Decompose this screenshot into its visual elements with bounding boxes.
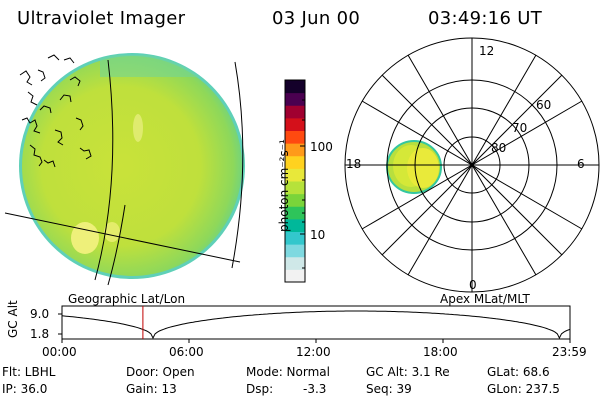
earth-disk-image — [4, 53, 245, 286]
colorbar-cell — [285, 181, 305, 195]
colorbar-cell — [285, 231, 305, 245]
polar-grid — [344, 37, 600, 293]
colorbar-cell — [285, 256, 305, 270]
mlt-label-6: 6 — [577, 157, 585, 171]
geo-map-caption: Geographic Lat/Lon — [68, 292, 186, 306]
info-door: Door: Open — [126, 365, 195, 379]
info-seq: Seq: 39 — [366, 382, 412, 396]
info-glon: GLon: 237.5 — [487, 382, 560, 396]
time-label: 03:49:16 UT — [428, 8, 543, 29]
orbit-xtick-3: 18:00 — [423, 345, 458, 359]
app-title: Ultraviolet Imager — [17, 8, 186, 29]
colorbar-cell — [285, 80, 305, 94]
colorbar-cell — [285, 105, 305, 119]
colorbar-cell — [285, 193, 305, 207]
colorbar-cell — [285, 269, 305, 283]
colorbar-unit-label: photon cm⁻²s⁻¹ — [277, 139, 291, 232]
orbit-xtick-0: 00:00 — [42, 345, 77, 359]
info-flt: Flt: LBHL — [2, 365, 56, 379]
colorbar-cell — [285, 244, 305, 258]
info-glat: GLat: 68.6 — [487, 365, 550, 379]
info-mode: Mode: Normal — [246, 365, 330, 379]
mlt-label-12: 12 — [479, 44, 495, 58]
info-ip: IP: 36.0 — [2, 382, 48, 396]
orbit-xtick-1: 06:00 — [169, 345, 204, 359]
mlt-label-18: 18 — [346, 157, 362, 171]
orbit-xtick-4: 23:59 — [552, 345, 587, 359]
mlat-label-70: 70 — [512, 121, 528, 135]
date-label: 03 Jun 00 — [272, 8, 361, 29]
mlt-label-0: 0 — [469, 278, 477, 292]
info-gain: Gain: 13 — [126, 382, 177, 396]
mlat-label-60: 60 — [536, 98, 552, 112]
orbit-xtick-2: 12:00 — [296, 345, 331, 359]
colorbar-cell — [285, 168, 305, 182]
colorbar-tick-10: 10 — [310, 228, 326, 242]
colorbar-cell — [285, 92, 305, 106]
info-gc-alt: GC Alt: 3.1 Re — [366, 365, 450, 379]
info-dsp: Dsp: — [246, 382, 274, 396]
colorbar-cell — [285, 155, 305, 169]
orbit-plot — [58, 305, 571, 343]
orbit-ytick-high: 9.0 — [30, 307, 50, 321]
colorbar-tick-100: 100 — [310, 140, 333, 154]
mlat-label-80: 80 — [491, 141, 507, 155]
colorbar-cell — [285, 206, 305, 220]
colorbar-cell — [285, 218, 305, 232]
colorbar-cell — [285, 130, 305, 144]
orbit-ylabel: GC Alt — [6, 300, 20, 338]
polar-map-caption: Apex MLat/MLT — [440, 292, 530, 306]
info-dsp-value: -3.3 — [303, 382, 327, 396]
colorbar — [284, 79, 306, 283]
orbit-ytick-low: 1.8 — [30, 327, 50, 341]
colorbar-cell — [285, 117, 305, 131]
